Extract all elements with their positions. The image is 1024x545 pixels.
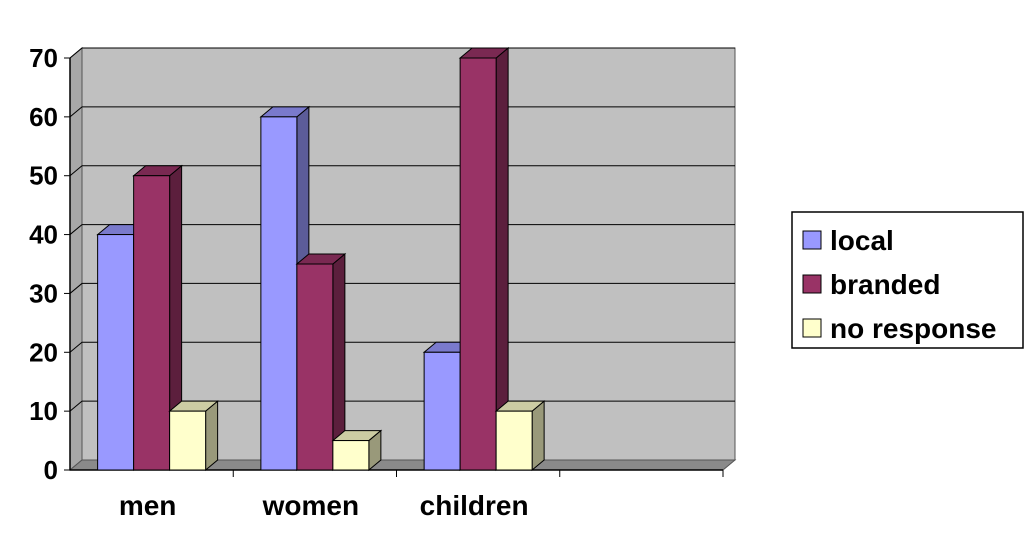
gridlines xyxy=(69,47,735,412)
legend-label-branded: branded xyxy=(830,269,940,300)
y-tick-label: 50 xyxy=(29,161,58,191)
gridline xyxy=(69,106,735,118)
gridline xyxy=(69,165,735,177)
x-axis-labels: men women children xyxy=(119,490,529,521)
y-axis-ticks: 0 10 20 30 40 50 60 70 xyxy=(29,43,70,485)
bar-no-response-children xyxy=(494,400,546,472)
gridline xyxy=(69,224,735,235)
bar-branded-women xyxy=(295,252,347,472)
y-tick-label: 0 xyxy=(44,455,58,485)
y-tick-label: 20 xyxy=(29,337,58,367)
x-category-label: women xyxy=(262,490,359,521)
legend: local branded no response xyxy=(791,211,1024,349)
y-tick-label: 40 xyxy=(29,220,58,250)
bar-no-response-women xyxy=(331,429,383,472)
x-category-label: children xyxy=(420,490,529,521)
bar-branded-men xyxy=(132,164,184,472)
y-tick-label: 70 xyxy=(29,43,58,73)
bars xyxy=(96,46,546,472)
y-tick-label: 30 xyxy=(29,278,58,308)
bar-branded-children xyxy=(458,46,510,472)
legend-label-no-response: no response xyxy=(830,313,996,344)
gridline xyxy=(69,341,735,353)
y-tick-label: 60 xyxy=(29,102,58,132)
y-tick-label: 10 xyxy=(29,396,58,426)
legend-box xyxy=(791,211,1024,349)
gridline xyxy=(69,282,735,294)
legend-label-local: local xyxy=(830,225,894,256)
x-category-label: men xyxy=(119,490,177,521)
legend-swatch-no-response xyxy=(802,318,822,338)
legend-swatch-local xyxy=(802,230,822,250)
bar-no-response-men xyxy=(168,400,220,472)
gridline xyxy=(69,47,735,59)
legend-swatch-branded xyxy=(802,274,822,294)
